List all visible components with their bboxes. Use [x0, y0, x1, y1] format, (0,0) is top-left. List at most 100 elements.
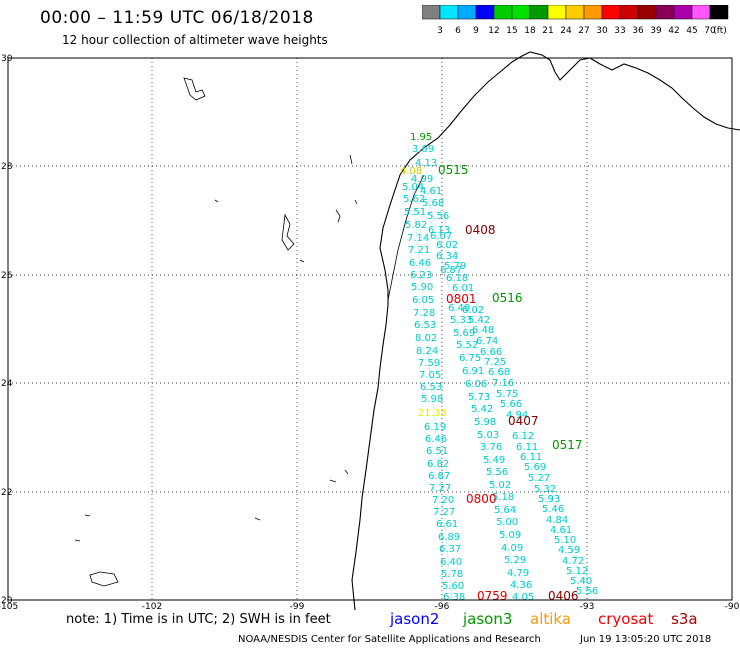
pass-time-label: 0801	[446, 292, 477, 306]
wave-height-label: 5.40	[570, 576, 592, 587]
wave-height-label: 6.37	[439, 544, 461, 555]
wave-height-label: 4.08	[400, 166, 422, 177]
wave-height-label: 6.49	[448, 303, 470, 314]
lat-label: 30	[1, 54, 13, 64]
scale-label: 30	[596, 26, 608, 36]
wave-height-label: 6.01	[452, 283, 474, 294]
wave-height-label: 4.72	[562, 556, 584, 567]
satellite-track	[429, 204, 521, 601]
wave-height-label: 6.46	[409, 258, 431, 269]
gulf-coastline	[351, 51, 740, 610]
wave-height-label: 4.61	[550, 525, 572, 536]
scale-unit: (ft)	[713, 26, 727, 36]
scale-label: 18	[524, 26, 536, 36]
lat-label: 24	[1, 379, 13, 389]
wave-height-label: 6.46	[425, 434, 447, 445]
pass-time-label: 0515	[438, 163, 469, 177]
scale-label: 45	[686, 26, 697, 36]
satellite-name-cryosat: cryosat	[598, 610, 654, 628]
wave-height-label: 6.53	[420, 382, 442, 393]
wave-height-label: 7.25	[484, 357, 506, 368]
wave-height-label: 5.82	[405, 220, 427, 231]
scale-label: 27	[578, 26, 589, 36]
wave-height-label: 6.68	[488, 367, 510, 378]
wave-height-label: 6.48	[472, 325, 494, 336]
wave-height-label: 6.89	[438, 532, 460, 543]
wave-height-label: 3.69	[412, 144, 434, 155]
wave-height-label: 8.02	[415, 333, 437, 344]
wave-height-label: 6.53	[414, 320, 436, 331]
scale-label: 42	[668, 26, 679, 36]
wave-height-label: 6.18	[446, 273, 468, 284]
wave-height-label: 5.68	[422, 198, 444, 209]
wave-height-label: 5.79	[444, 261, 466, 272]
scale-swatch	[709, 5, 729, 20]
scale-label: 3	[437, 26, 443, 36]
footer-note: note: 1) Time is in UTC; 2) SWH is in fe…	[66, 612, 331, 627]
wave-height-label: 5.56	[427, 211, 449, 222]
wave-height-label: 6.13	[428, 225, 450, 236]
wave-height-label: 5.10	[554, 535, 576, 546]
wave-height-label: 5.64	[494, 505, 516, 516]
barrier-island-coast	[387, 174, 425, 301]
lat-label: 20	[1, 596, 13, 606]
wave-height-label: 5.90	[411, 282, 433, 293]
wave-height-label: 7.27	[429, 483, 451, 494]
wave-height-label: 5.75	[496, 389, 518, 400]
wave-height-label: 1.95	[410, 132, 432, 143]
credit-line: NOAA/NESDIS Center for Satellite Applica…	[238, 634, 541, 645]
wave-height-label: 5.69	[524, 462, 546, 473]
wave-height-label: 7.14	[407, 233, 429, 244]
scale-label: 15	[506, 26, 517, 36]
wave-height-label: 5.32	[534, 484, 556, 495]
wave-height-label: 6.75	[459, 353, 481, 364]
wave-height-label: 7.59	[418, 358, 440, 369]
wave-height-map: -105 -102 -99 -96 -93 -90 30 28 26 24 22 20 1.953.6…	[0, 51, 740, 610]
wave-height-label: 6.40	[440, 557, 462, 568]
color-scale-legend: 3 6 9 12 15 18 21 24 27 30 33 36 39 42 45 70(ft)	[422, 5, 729, 36]
wave-height-label: 6.34	[436, 251, 458, 262]
pass-time-label: 0407	[508, 414, 539, 428]
wave-height-label: 4.13	[415, 158, 437, 169]
wave-height-label: 6.74	[476, 336, 498, 347]
wave-height-label: 7.20	[432, 495, 454, 506]
scale-label: 39	[650, 26, 662, 36]
wave-height-label: 4.59	[558, 545, 580, 556]
wave-height-label: 3.76	[480, 442, 502, 453]
wave-height-label: 8.24	[416, 346, 438, 357]
wave-height-label: 5.42	[471, 404, 493, 415]
lon-label: -102	[142, 602, 162, 610]
wave-height-label: 6.05	[412, 295, 434, 306]
wave-height-label: 4.84	[546, 515, 568, 526]
wave-height-label: 5.49	[483, 455, 505, 466]
scale-label: 6	[455, 26, 461, 36]
pass-time-label: 0759	[477, 589, 508, 603]
scale-label: 24	[560, 26, 572, 36]
lon-label: -96	[435, 602, 450, 610]
pass-time-label: 0517	[552, 438, 583, 452]
wave-height-label: 5.12	[566, 566, 588, 577]
satellite-name-altika: altika	[530, 610, 572, 628]
wave-height-label: 6.61	[436, 519, 458, 530]
wave-height-label: 5.73	[468, 392, 490, 403]
wave-height-label: 5.98	[421, 394, 443, 405]
lat-label: 22	[1, 488, 12, 498]
wave-height-label: 4.99	[411, 174, 433, 185]
wave-height-label: 7.16	[492, 378, 514, 389]
lon-label: -99	[290, 602, 305, 610]
wave-height-label: 5.29	[504, 555, 526, 566]
island-marks	[74, 77, 358, 587]
lat-label: 28	[1, 162, 13, 172]
wave-height-label: 6.87	[428, 471, 450, 482]
lat-label: 26	[1, 271, 13, 281]
scale-label: 9	[473, 26, 479, 36]
pass-time-label: 0406	[548, 589, 579, 603]
wave-height-label: 7.27	[433, 507, 455, 518]
wave-height-label: 5.18	[492, 492, 514, 503]
scale-label: 12	[488, 26, 499, 36]
wave-height-label: 5.42	[468, 315, 490, 326]
wave-height-label: 5.00	[496, 517, 518, 528]
wave-height-label: 6.51	[426, 446, 448, 457]
wave-height-label: 6.12	[512, 431, 534, 442]
wave-height-label: 5.69	[453, 328, 475, 339]
